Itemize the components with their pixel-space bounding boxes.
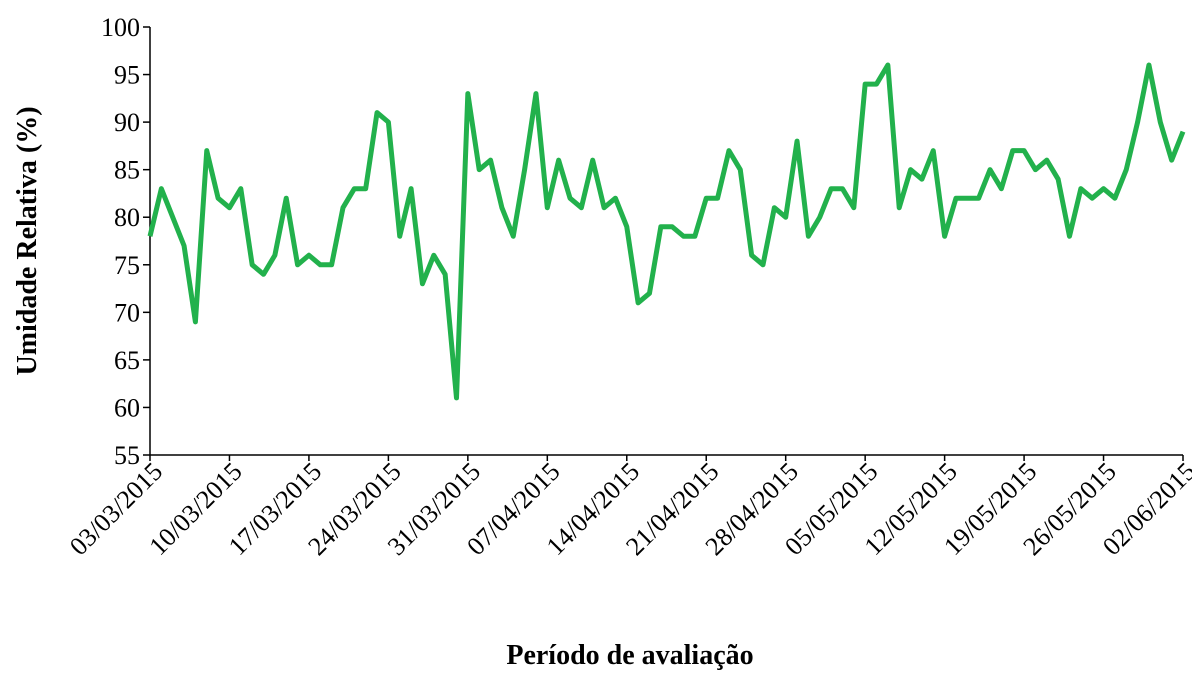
- x-axis-title: Período de avaliação: [506, 640, 753, 671]
- y-tick-label: 90: [114, 108, 140, 137]
- y-tick-label: 65: [114, 346, 140, 375]
- y-tick-label: 75: [114, 251, 140, 280]
- y-axis-title: Umidade Relativa (%): [12, 106, 43, 375]
- y-tick-label: 100: [101, 13, 140, 42]
- y-tick-label: 85: [114, 156, 140, 185]
- data-line: [147, 62, 1186, 401]
- y-tick-label: 80: [114, 203, 140, 232]
- y-tick-label: 55: [114, 441, 140, 470]
- y-tick-label: 70: [114, 298, 140, 327]
- y-tick-label: 60: [114, 393, 140, 422]
- y-tick-label: 95: [114, 61, 140, 90]
